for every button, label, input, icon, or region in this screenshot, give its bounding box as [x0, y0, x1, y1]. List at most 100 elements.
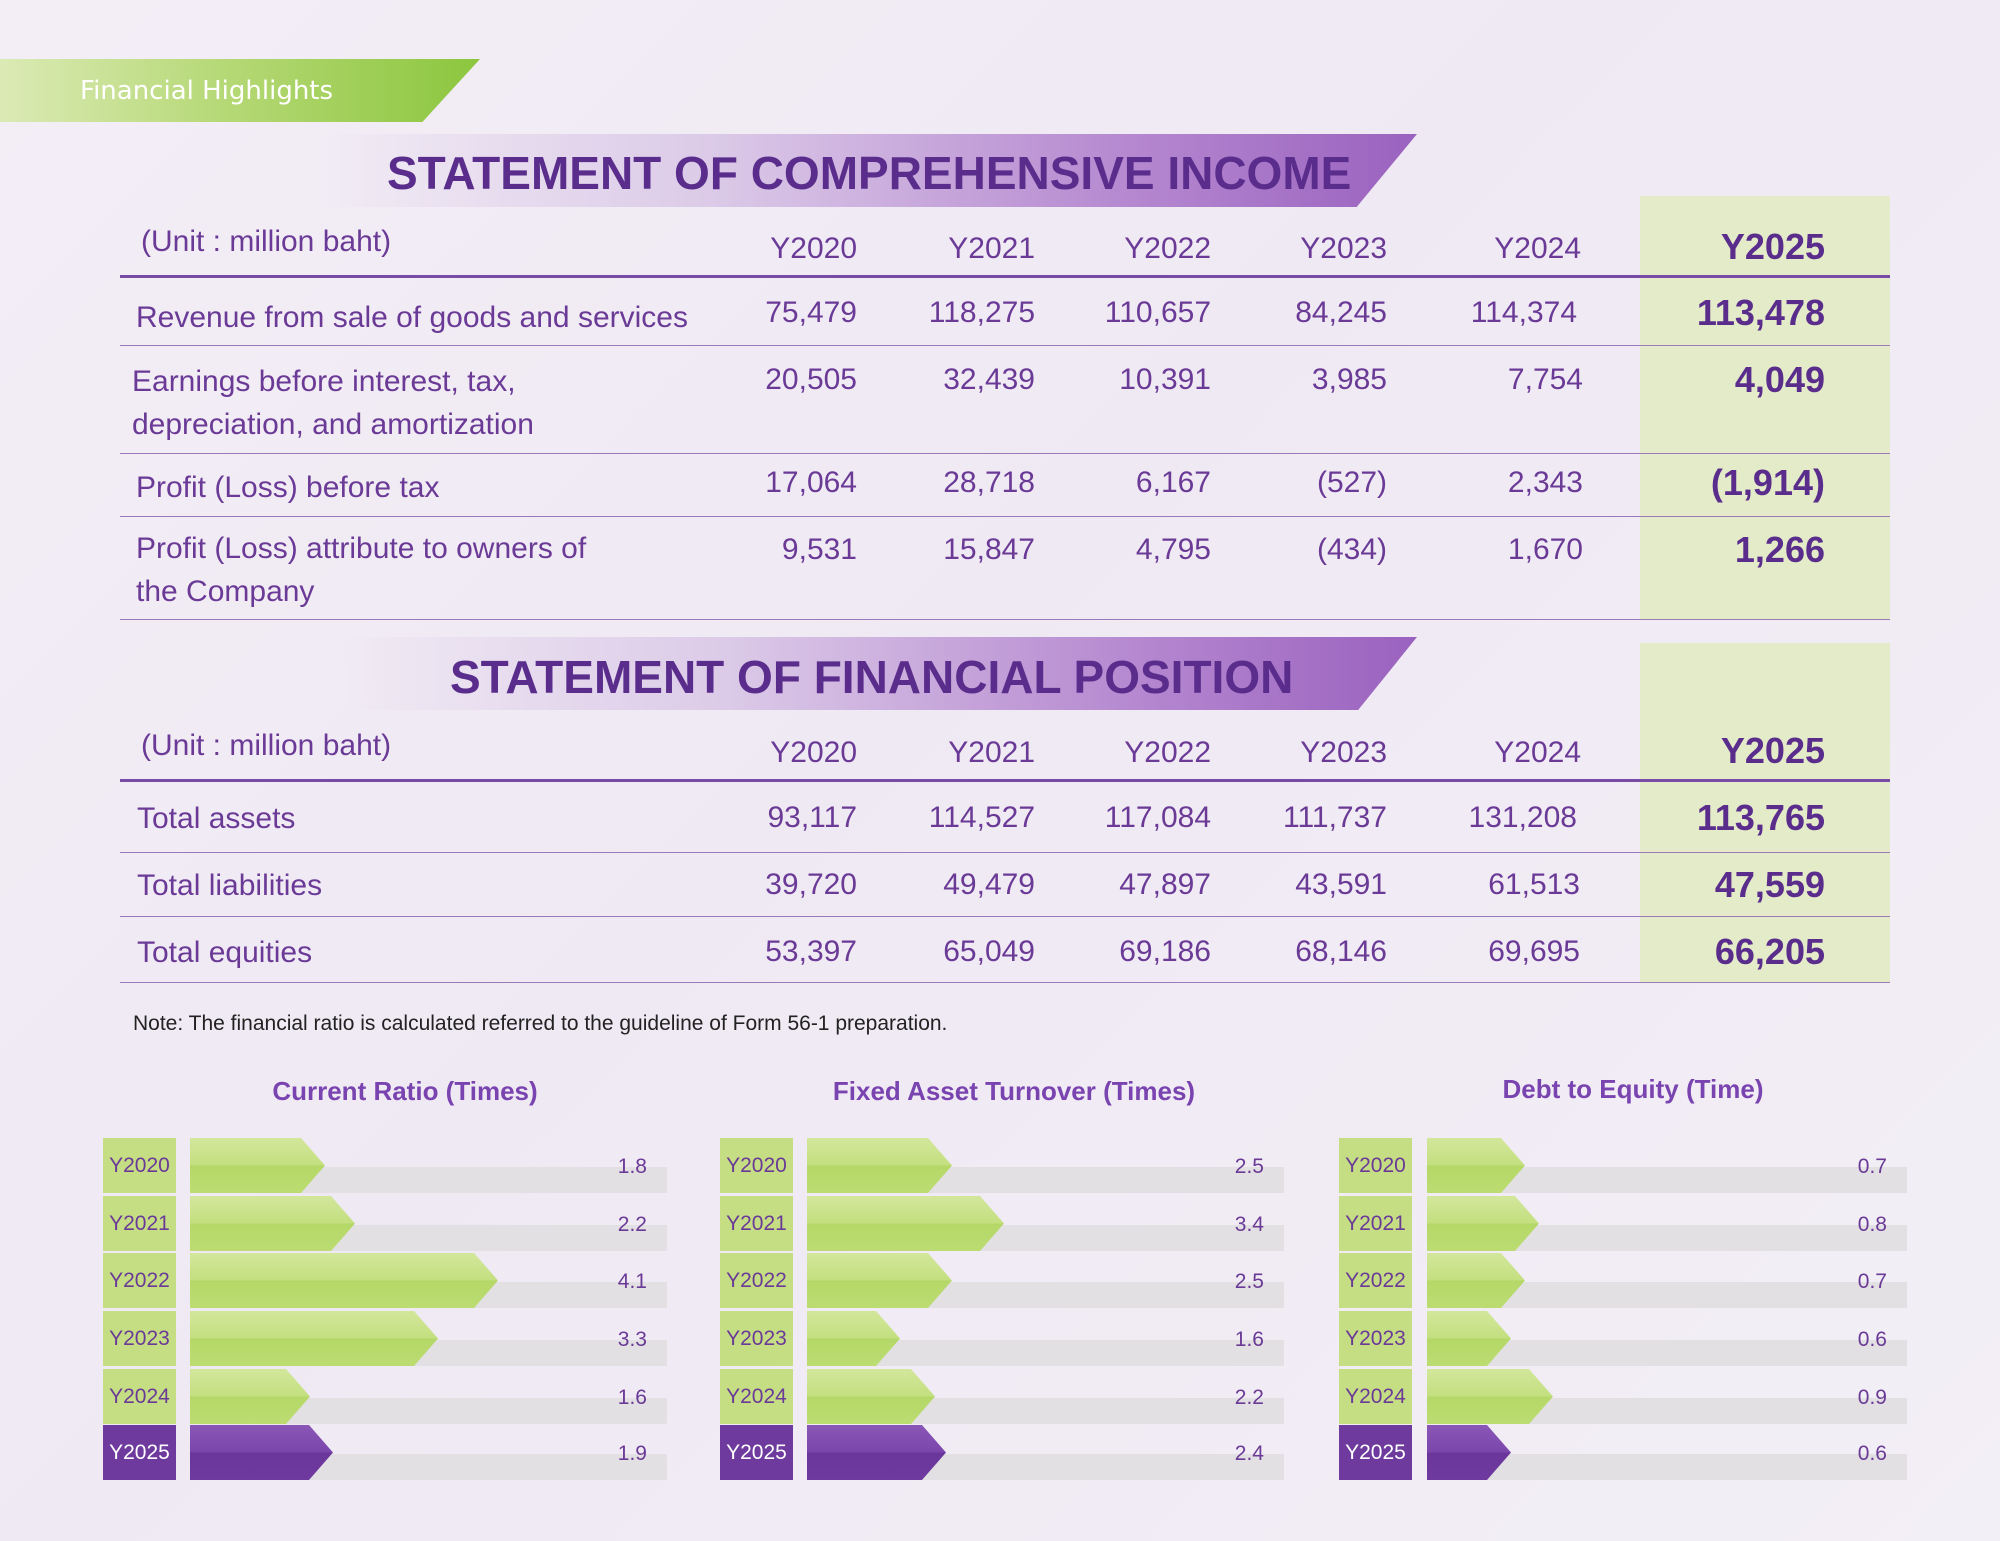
chart-track: 0.9	[1427, 1369, 1907, 1424]
income-cell: 2,343	[1507, 466, 1583, 499]
chart-bar	[1427, 1138, 1525, 1193]
chart-bar	[190, 1196, 355, 1251]
income-cell: 7,754	[1507, 363, 1583, 396]
income-cell: (434)	[1316, 533, 1387, 566]
position-cell-current: 66,205	[1714, 931, 1825, 972]
chart-track: 0.6	[1427, 1311, 1907, 1366]
position-cell: 93,117	[767, 801, 857, 834]
chart-value-label: 3.3	[617, 1328, 647, 1351]
position-title: STATEMENT OF FINANCIAL POSITION	[450, 651, 1294, 703]
section-tag-label: Financial Highlights	[80, 76, 334, 106]
chart-track: 0.7	[1427, 1253, 1907, 1308]
chart-value-label: 0.8	[1857, 1213, 1887, 1236]
chart-category-label: Y2024	[720, 1369, 793, 1424]
chart-category-label: Y2021	[103, 1196, 176, 1251]
income-cell: 75,479	[765, 296, 857, 329]
position-year-header-current: Y2025	[1720, 730, 1825, 771]
income-year-header: Y2024	[1494, 232, 1581, 265]
chart-category-label: Y2020	[720, 1138, 793, 1193]
income-cell: 84,245	[1295, 296, 1387, 329]
chart-category-label: Y2020	[1339, 1138, 1412, 1193]
chart-value-label: 1.6	[1234, 1328, 1264, 1351]
chart-track: 0.8	[1427, 1196, 1907, 1251]
position-cell-current: 47,559	[1714, 864, 1825, 905]
row-divider	[120, 916, 1890, 917]
position-cell: 53,397	[765, 935, 857, 968]
chart-track: 1.8	[190, 1138, 667, 1193]
chart-category-label: Y2021	[720, 1196, 793, 1251]
income-cell-current: (1,914)	[1710, 462, 1825, 503]
chart-category-label: Y2025	[103, 1425, 176, 1480]
position-year-header: Y2024	[1494, 736, 1581, 769]
chart-track: 3.4	[807, 1196, 1284, 1251]
chart-category-label: Y2022	[1339, 1253, 1412, 1308]
chart-category-label: Y2021	[1339, 1196, 1412, 1251]
income-year-header: Y2022	[1124, 232, 1211, 265]
chart-bar	[807, 1138, 952, 1193]
position-header-rule	[120, 779, 1890, 782]
row-divider	[120, 345, 1890, 346]
income-cell: 1,670	[1507, 533, 1583, 566]
income-year-header: Y2021	[948, 232, 1035, 265]
income-cell: 9,531	[781, 533, 857, 566]
chart-category-label: Y2022	[103, 1253, 176, 1308]
chart-track: 2.4	[807, 1425, 1284, 1480]
income-row-label: Profit (Loss) before tax	[136, 471, 440, 504]
position-cell: 47,897	[1119, 868, 1211, 901]
chart-value-label: 0.6	[1857, 1328, 1887, 1351]
chart-category-label: Y2024	[103, 1369, 176, 1424]
chart-bar	[190, 1369, 310, 1424]
income-cell-current: 4,049	[1734, 359, 1825, 400]
income-cell: 110,657	[1104, 296, 1211, 329]
position-cell-current: 113,765	[1696, 797, 1825, 838]
position-cell: 61,513	[1488, 868, 1580, 901]
row-divider	[120, 852, 1890, 853]
chart-value-label: 4.1	[617, 1270, 647, 1293]
footnote: Note: The financial ratio is calculated …	[133, 1012, 948, 1035]
position-row-label: Total liabilities	[137, 869, 323, 902]
income-cell: 15,847	[943, 533, 1035, 566]
chart-value-label: 1.6	[617, 1386, 647, 1409]
chart-track: 0.6	[1427, 1425, 1907, 1480]
chart-bar	[190, 1311, 438, 1366]
chart-bar	[807, 1369, 935, 1424]
income-year-header-current: Y2025	[1720, 226, 1825, 267]
income-cell: (527)	[1316, 466, 1387, 499]
chart-value-label: 3.4	[1234, 1213, 1264, 1236]
income-row-label: Revenue from sale of goods and services	[136, 301, 688, 334]
position-cell: 117,084	[1104, 801, 1211, 834]
position-cell: 69,186	[1119, 935, 1211, 968]
income-cell: 114,374	[1470, 296, 1577, 329]
income-header-rule	[120, 275, 1890, 278]
chart-bar	[807, 1253, 952, 1308]
position-cell: 114,527	[928, 801, 1035, 834]
y2025-highlight-position	[1640, 643, 1890, 982]
chart-category-label: Y2022	[720, 1253, 793, 1308]
position-unit: (Unit : million baht)	[141, 729, 392, 762]
income-cell: 118,275	[928, 296, 1035, 329]
chart-bar	[1427, 1196, 1539, 1251]
chart-category-label: Y2025	[1339, 1425, 1412, 1480]
income-year-header: Y2023	[1300, 232, 1387, 265]
chart-value-label: 2.4	[1234, 1442, 1264, 1465]
position-cell: 43,591	[1295, 868, 1387, 901]
chart-track-background	[1427, 1340, 1907, 1366]
position-banner	[347, 637, 1417, 710]
income-cell: 10,391	[1119, 363, 1211, 396]
chart-title: Current Ratio (Times)	[272, 1076, 538, 1106]
row-divider	[120, 453, 1890, 454]
chart-track: 2.2	[807, 1369, 1284, 1424]
income-unit: (Unit : million baht)	[141, 225, 392, 258]
chart-track: 2.5	[807, 1138, 1284, 1193]
income-cell-current: 1,266	[1734, 529, 1825, 570]
income-cell: 28,718	[943, 466, 1035, 499]
income-row-label: Earnings before interest, tax, depreciat…	[132, 365, 534, 441]
row-divider	[120, 982, 1890, 983]
chart-track-background	[1427, 1454, 1907, 1480]
chart-title: Fixed Asset Turnover (Times)	[832, 1076, 1196, 1106]
chart-value-label: 2.5	[1234, 1155, 1264, 1178]
chart-bar	[190, 1138, 325, 1193]
position-cell: 131,208	[1468, 801, 1577, 834]
position-cell: 49,479	[943, 868, 1035, 901]
chart-category-label: Y2024	[1339, 1369, 1412, 1424]
